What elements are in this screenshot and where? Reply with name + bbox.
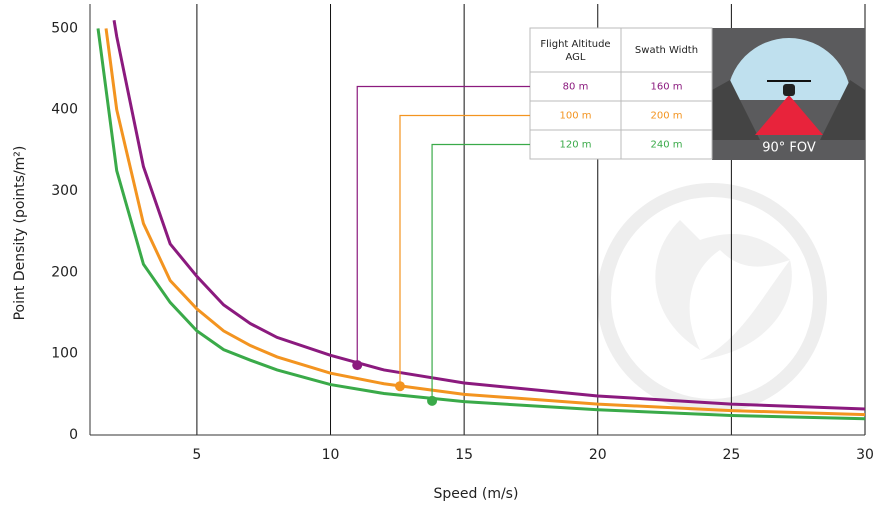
- y-tick-label: 300: [51, 183, 78, 199]
- series-line: [104, 28, 866, 417]
- inset-illustration: 90° FOV: [712, 28, 865, 160]
- table-cell: 80 m: [563, 82, 589, 93]
- leader-line: [399, 114, 530, 387]
- x-tick-label: 25: [722, 447, 740, 463]
- watermark: [597, 183, 827, 413]
- leader-line: [356, 85, 530, 366]
- table-cell: 200 m: [650, 111, 682, 122]
- leader-line: [431, 143, 530, 401]
- y-tick-label: 400: [51, 102, 78, 118]
- table-cell: 160 m: [650, 82, 682, 93]
- y-axis-label: Point Density (points/m²): [12, 146, 28, 321]
- x-tick-label: 30: [856, 447, 874, 463]
- x-axis-label: Speed (m/s): [434, 486, 519, 502]
- y-tick-label: 100: [51, 346, 78, 362]
- table-header: Swath Width: [635, 45, 698, 56]
- x-tick-label: 5: [192, 447, 201, 463]
- marker: [352, 360, 363, 371]
- marker: [427, 395, 438, 406]
- y-tick-label: 200: [51, 264, 78, 280]
- table-header: Flight Altitude AGL: [540, 39, 610, 63]
- x-tick-label: 15: [455, 447, 473, 463]
- y-tick-label: 500: [51, 20, 78, 36]
- series-line: [112, 20, 866, 411]
- table-cell: 100 m: [559, 111, 591, 122]
- series-line: [96, 28, 866, 421]
- x-tick-label: 20: [589, 447, 607, 463]
- table-cell: 120 m: [559, 140, 591, 151]
- table-cell: 240 m: [650, 140, 682, 151]
- y-tick-label: 0: [69, 427, 78, 443]
- x-tick-label: 10: [322, 447, 340, 463]
- marker: [395, 381, 405, 392]
- inset-label: 90° FOV: [762, 141, 816, 156]
